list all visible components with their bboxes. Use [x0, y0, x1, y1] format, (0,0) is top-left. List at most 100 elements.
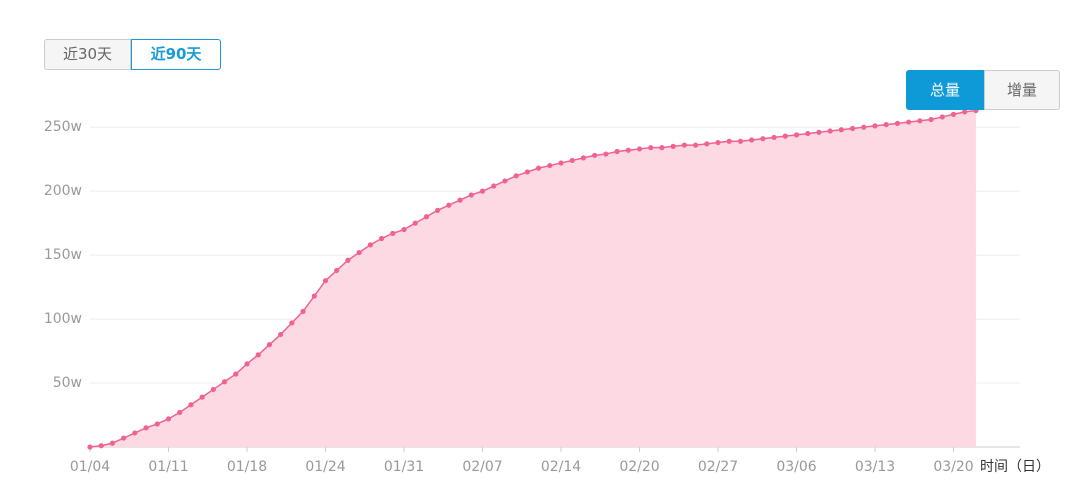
x-tick-label: 01/31	[384, 459, 424, 475]
point	[749, 137, 755, 143]
point	[838, 127, 844, 133]
point	[580, 155, 587, 161]
point	[681, 142, 687, 148]
point	[468, 192, 474, 198]
x-axis-label: 时间（日）	[980, 459, 1050, 475]
point	[334, 267, 340, 274]
x-tick-label: 02/14	[541, 459, 581, 475]
point	[737, 138, 744, 144]
x-tick-label: 03/20	[933, 459, 973, 475]
point	[827, 128, 833, 134]
point	[704, 141, 710, 147]
point	[950, 111, 957, 117]
point	[692, 142, 699, 148]
point	[816, 129, 822, 135]
point	[278, 331, 284, 338]
y-tick-label: 150w	[44, 247, 82, 263]
x-tick-label: 03/13	[855, 459, 895, 475]
point	[401, 226, 407, 233]
point	[289, 320, 295, 326]
mode-button[interactable]: 增量	[984, 70, 1060, 110]
point	[255, 352, 261, 358]
point	[861, 124, 867, 130]
point	[177, 409, 183, 416]
x-tick-label: 02/07	[462, 459, 502, 475]
point	[132, 430, 138, 436]
point	[479, 188, 486, 194]
point	[367, 242, 373, 248]
point	[491, 183, 497, 189]
point	[300, 308, 306, 314]
mode-button[interactable]: 总量	[906, 70, 984, 110]
point	[390, 230, 396, 236]
point	[412, 220, 418, 226]
point	[603, 151, 609, 157]
point	[356, 249, 362, 256]
point	[457, 197, 463, 203]
y-tick-label: 200w	[44, 183, 82, 199]
point	[962, 109, 968, 115]
point	[939, 114, 945, 120]
range-button[interactable]: 近30天	[44, 39, 131, 70]
point	[154, 421, 160, 427]
point	[659, 145, 665, 151]
point	[906, 119, 912, 125]
point	[221, 379, 228, 385]
point	[345, 257, 351, 263]
point	[143, 425, 149, 431]
range-button[interactable]: 近90天	[131, 39, 221, 70]
point	[188, 402, 194, 408]
point	[894, 120, 901, 126]
point	[670, 143, 676, 149]
point	[872, 123, 878, 129]
point	[199, 394, 205, 400]
area	[90, 110, 976, 448]
point	[435, 207, 441, 213]
point	[648, 145, 654, 151]
x-tick-label: 03/06	[776, 459, 816, 475]
point	[121, 435, 127, 441]
y-tick-label: 100w	[44, 311, 82, 327]
x-tick-label: 02/27	[698, 459, 738, 475]
point	[322, 278, 329, 284]
point	[636, 146, 643, 152]
x-tick-label: 01/11	[148, 459, 188, 475]
point	[928, 116, 934, 123]
point	[592, 152, 598, 158]
point	[513, 173, 519, 179]
x-tick-label: 01/18	[227, 459, 267, 475]
point	[771, 134, 777, 141]
x-tick-label: 02/20	[619, 459, 659, 475]
point	[726, 138, 732, 144]
point	[98, 443, 104, 449]
point	[793, 132, 800, 138]
point	[558, 160, 564, 166]
point	[917, 118, 923, 124]
point	[244, 361, 250, 367]
point	[849, 125, 856, 132]
point	[547, 162, 553, 169]
point	[782, 133, 788, 139]
point	[210, 386, 216, 393]
x-tick-label: 01/24	[305, 459, 345, 475]
x-tick-label: 01/04	[70, 459, 110, 475]
point	[524, 169, 530, 175]
point	[165, 416, 172, 422]
point	[883, 122, 889, 128]
y-tick-label: 50w	[53, 375, 82, 391]
point	[805, 130, 811, 137]
point	[446, 202, 452, 208]
point	[614, 148, 620, 155]
point	[109, 440, 116, 446]
point	[87, 444, 93, 450]
point	[535, 165, 542, 171]
point	[760, 136, 766, 142]
point	[378, 235, 385, 242]
point	[423, 214, 430, 220]
point	[569, 157, 575, 164]
point	[625, 147, 631, 153]
y-tick-label: 250w	[44, 119, 82, 135]
point	[311, 293, 317, 299]
